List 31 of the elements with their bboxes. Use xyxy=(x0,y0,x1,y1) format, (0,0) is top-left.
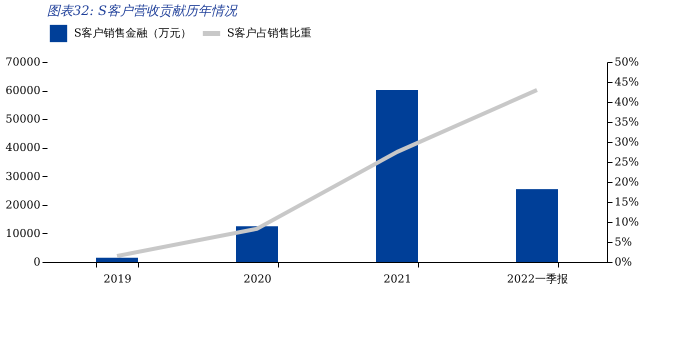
y2-tick-label: 30% xyxy=(614,136,639,148)
y2-tick-label: 10% xyxy=(614,216,639,228)
y-tick-label: 70000 xyxy=(6,56,40,68)
y-tick-label: 20000 xyxy=(6,198,40,212)
bar xyxy=(376,90,418,262)
legend-label: S客户占销售比重 xyxy=(227,26,312,40)
x-tick-label: 2021 xyxy=(384,272,412,286)
x-tick-label: 2019 xyxy=(104,272,132,286)
bar xyxy=(516,189,558,262)
y-tick-label: 50000 xyxy=(6,112,40,126)
y-tick-label: 0 xyxy=(34,256,40,268)
y-tick-label: 40000 xyxy=(6,141,40,154)
y2-tick-label: 35% xyxy=(614,116,639,128)
y2-tick-label: 0% xyxy=(614,256,632,268)
y2-tick-label: 45% xyxy=(614,76,639,88)
x-tick-label: 2020 xyxy=(244,272,272,286)
y2-tick-label: 50% xyxy=(614,56,639,68)
y-tick-label: 10000 xyxy=(6,226,40,240)
y-tick-label: 60000 xyxy=(6,84,40,98)
y2-tick-label: 20% xyxy=(614,176,639,188)
y2-tick-label: 25% xyxy=(614,156,639,168)
y2-tick-label: 40% xyxy=(614,96,639,108)
y-tick-label: 30000 xyxy=(6,170,40,183)
x-tick-label: 2022一季报 xyxy=(507,272,568,286)
bar xyxy=(236,226,278,262)
chart-title: 图表32: S客户营收贡献历年情况 xyxy=(47,3,238,19)
bar xyxy=(96,258,138,262)
legend-label: S客户销售金融（万元） xyxy=(74,26,192,40)
y2-tick-label: 15% xyxy=(614,196,639,208)
y2-tick-label: 5% xyxy=(614,236,632,248)
line-series xyxy=(115,88,539,258)
